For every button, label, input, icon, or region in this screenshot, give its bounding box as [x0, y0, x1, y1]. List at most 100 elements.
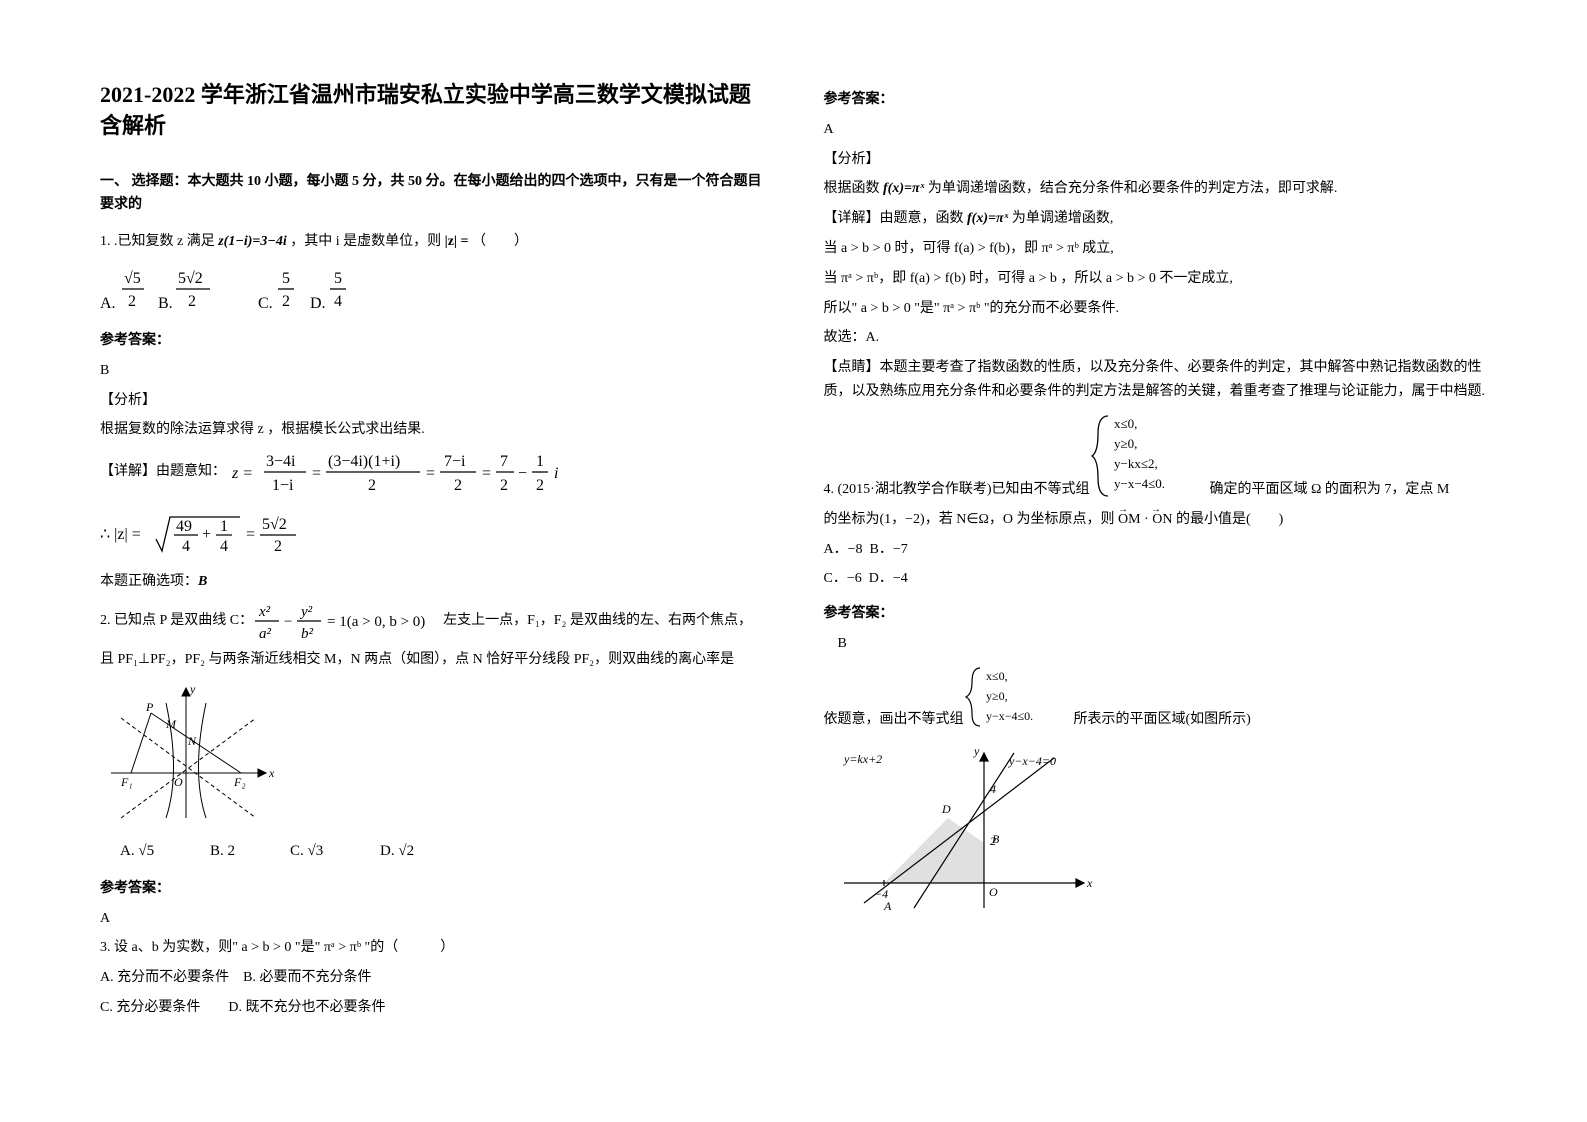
q1-final-text: 本题正确选项： [100, 574, 198, 589]
q3-detail-post: 为单调递增函数, [1012, 211, 1114, 226]
svg-text:7−i: 7−i [444, 453, 466, 470]
q4-answer-letter: B [824, 632, 1488, 656]
svg-text:√5: √5 [124, 270, 141, 287]
svg-text:B.: B. [158, 295, 173, 312]
svg-text:5: 5 [282, 270, 290, 287]
q2-stem-pre: 2. 已知点 P 是双曲线 C： [100, 609, 253, 633]
svg-text:2: 2 [188, 293, 196, 310]
svg-text:O: O [174, 775, 183, 789]
sys-small-3: y−x−4≤0. [986, 709, 1033, 723]
svg-text:b²: b² [301, 626, 314, 642]
q1-analysis-tag: 【分析】 [100, 389, 764, 413]
q4-line2-pre: 的坐标为(1，−2)，若 N∈Ω，O 为坐标原点，则 [824, 512, 1119, 527]
curve-left-label: y=kx+2 [843, 752, 882, 766]
svg-text:F₁: F₁ [120, 775, 133, 789]
q4-opts-row2: C．−6 D．−4 [824, 567, 1488, 591]
svg-text:−: − [518, 465, 527, 482]
q4-system-small: x≤0, y≥0, y−x−4≤0. [964, 662, 1074, 732]
svg-text:a²: a² [259, 626, 272, 642]
q4-stem: 4. (2015·湖北教学合作联考)已知由不等式组 x≤0, y≥0, y−kx… [824, 410, 1488, 502]
q3-line3: 当 a > b > 0 时，可得 f(a) > f(b)，即 πᵃ > πᵇ 成… [824, 237, 1488, 261]
svg-text:1: 1 [220, 518, 228, 535]
q3-optD: D. 既不充分也不必要条件 [228, 1000, 385, 1015]
q4-optA: A．−8 [824, 542, 863, 557]
q3-answer-letter: A [824, 118, 1488, 142]
svg-text:=: = [482, 465, 491, 482]
svg-text:2: 2 [274, 538, 282, 555]
q3-optC: C. 充分必要条件 [100, 1000, 200, 1015]
q1-detail-tag: 【详解】由题意知： [100, 460, 226, 484]
q4-system-big: x≤0, y≥0, y−kx≤2, y−x−4≤0. [1090, 410, 1210, 502]
svg-text:x²: x² [258, 604, 271, 620]
svg-text:2: 2 [454, 477, 462, 494]
svg-text:1: 1 [536, 453, 544, 470]
svg-text:B. 2: B. 2 [210, 843, 235, 859]
svg-text:1−i: 1−i [272, 477, 294, 494]
q3-line4: 当 πᵃ > πᵇ，即 f(a) > f(b) 时，可得 a > b ，所以 a… [824, 267, 1488, 291]
svg-text:+: + [202, 526, 211, 543]
q4-sol-post: 所表示的平面区域(如图所示) [1074, 708, 1251, 732]
q1-detail-line: 【详解】由题意知： z = 3−4i 1−i = (3−4i)(1+i) 2 =… [100, 448, 764, 496]
q4-sol-pre: 依题意，画出不等式组 [824, 708, 964, 732]
q4-stem-post: 确定的平面区域 Ω 的面积为 7，定点 M [1210, 478, 1450, 502]
svg-text:i: i [554, 465, 558, 482]
svg-text:5: 5 [334, 270, 342, 287]
curve-right-label: y−x−4=0 [1008, 754, 1056, 768]
svg-text:C. √3: C. √3 [290, 843, 323, 859]
q3-analysis-l1-pre: 根据函数 [824, 181, 884, 196]
sys-big-1: x≤0, [1114, 416, 1137, 431]
q4-region-figure: y=kx+2 y−x−4=0 4 2 −4 D B A O x y [824, 743, 1104, 913]
svg-text:2: 2 [368, 477, 376, 494]
q3-detail-tag: 【详解】由题意，函数 [824, 211, 968, 226]
q1-tail: （ ） [472, 234, 528, 249]
svg-text:N: N [187, 734, 197, 748]
svg-text:P: P [145, 700, 154, 714]
q1-answer-letter: B [100, 359, 764, 383]
sys-small-2: y≥0, [986, 689, 1008, 703]
q1-stem-mid: ，其中 i 是虚数单位，则 [290, 234, 444, 249]
svg-text:A.: A. [100, 295, 116, 312]
q3-analysis-l1-eq: f(x)=πˣ [883, 181, 924, 196]
q3-stem: 3. 设 a、b 为实数，则" a > b > 0 "是" πᵃ > πᵇ "的… [100, 936, 764, 960]
svg-text:A. √5: A. √5 [120, 843, 154, 859]
q1-detail-eq-svg: z = 3−4i 1−i = (3−4i)(1+i) 2 = 7−i 2 = 7 [232, 448, 592, 496]
svg-text:y²: y² [299, 604, 313, 620]
q4-stem-pre: 4. (2015·湖北教学合作联考)已知由不等式组 [824, 478, 1090, 502]
pt-O: O [989, 885, 998, 899]
q4-line2: 的坐标为(1，−2)，若 N∈Ω，O 为坐标原点，则 → → OM · ON 的… [824, 508, 1488, 532]
svg-text:x: x [268, 766, 275, 780]
q2-hyperbola-eq: x² a² − y² b² = 1(a > 0, b > 0) [253, 600, 443, 642]
page-title: 2021-2022 学年浙江省温州市瑞安私立实验中学高三数学文模拟试题含解析 [100, 80, 764, 142]
left-column: 2021-2022 学年浙江省温州市瑞安私立实验中学高三数学文模拟试题含解析 一… [100, 80, 764, 1102]
q3-line5: 所以" a > b > 0 "是" πᵃ > πᵇ "的充分而不必要条件. [824, 297, 1488, 321]
q4-line2-post: 的最小值是( ) [1176, 512, 1283, 527]
svg-text:7: 7 [500, 453, 508, 470]
svg-text:=: = [246, 526, 255, 543]
pt-A: A [883, 899, 892, 913]
q3-dianjing: 【点睛】本题主要考查了指数函数的性质，以及充分条件、必要条件的判定，其中解答中熟… [824, 356, 1488, 404]
q3-line6: 故选：A. [824, 326, 1488, 350]
q2-stem-post: 左支上一点，F₁，F₂ 是双曲线的左、右两个焦点， [443, 609, 752, 633]
q1-stem: 1. .已知复数 z 满足 z(1−i)=3−4i ，其中 i 是虚数单位，则 … [100, 230, 764, 254]
pt-B: B [992, 832, 1000, 846]
q3-options-row2: C. 充分必要条件 D. 既不充分也不必要条件 [100, 996, 764, 1020]
svg-text:z =: z = [232, 465, 253, 482]
svg-text:F₂: F₂ [233, 775, 246, 789]
axis-x: x [1086, 876, 1093, 890]
right-column: 参考答案： A 【分析】 根据函数 f(x)=πˣ 为单调递增函数，结合充分条件… [824, 80, 1488, 1102]
q2-figure-svg: x y P M N F₁ F₂ O [106, 683, 276, 823]
q1-answer-head: 参考答案： [100, 329, 764, 353]
q1-eq-2: |z| = [445, 234, 469, 249]
svg-text:5√2: 5√2 [178, 270, 203, 287]
svg-text:∴ |z| =: ∴ |z| = [100, 526, 141, 543]
q3-analysis-l1-post: 为单调递增函数，结合充分条件和必要条件的判定方法，即可求解. [928, 181, 1338, 196]
q2-answer-letter: A [100, 907, 764, 931]
q1-final: 本题正确选项：B [100, 570, 764, 594]
q3-analysis-line1: 根据函数 f(x)=πˣ 为单调递增函数，结合充分条件和必要条件的判定方法，即可… [824, 177, 1488, 201]
svg-text:D.: D. [310, 295, 326, 312]
q3-options-row1: A. 充分而不必要条件 B. 必要而不充分条件 [100, 966, 764, 990]
sys-big-4: y−x−4≤0. [1114, 476, 1165, 491]
svg-text:4: 4 [182, 538, 190, 555]
svg-text:= 1(a > 0, b > 0): = 1(a > 0, b > 0) [327, 614, 425, 630]
svg-text:2: 2 [536, 477, 544, 494]
